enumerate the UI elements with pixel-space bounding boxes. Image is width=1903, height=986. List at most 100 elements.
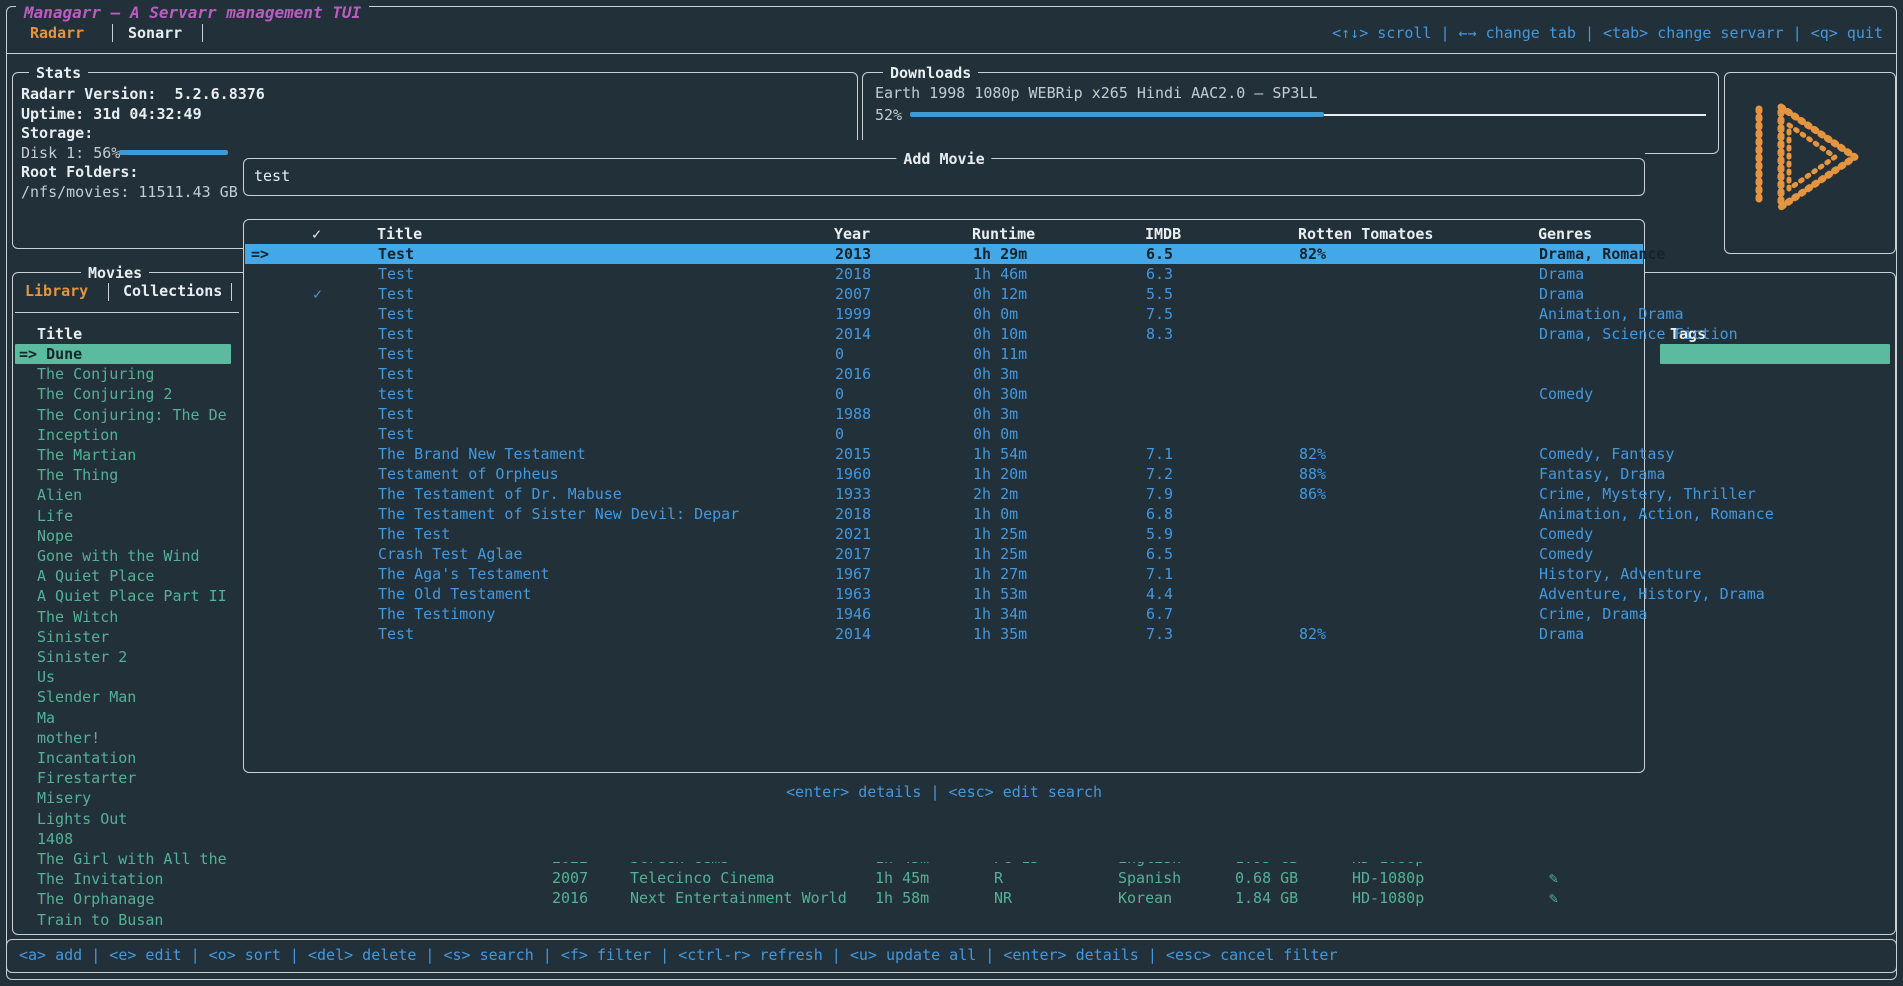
result-row[interactable]: Test 1988 0h 3m (245, 404, 1643, 424)
movie-list-item[interactable]: Firestarter (37, 769, 137, 787)
result-runtime-cell: 1h 54m (973, 445, 1028, 463)
movie-list-item[interactable]: The Thing (37, 466, 119, 484)
result-row[interactable]: Test 2014 1h 35m 7.3 82% Drama (245, 624, 1643, 644)
movie-list-item[interactable]: Slender Man (37, 688, 137, 706)
imdb-column-header: IMDB (1145, 225, 1182, 243)
result-genres-cell: Comedy (1539, 545, 1594, 563)
result-row[interactable]: The Testament of Sister New Devil: Depar… (245, 504, 1774, 524)
result-row[interactable]: Test 1999 0h 0m 7.5 Animation, Drama (245, 304, 1684, 324)
selected-movie-tags-cell[interactable] (1660, 344, 1890, 364)
result-genres-cell: Drama (1539, 625, 1585, 643)
result-imdb-cell: 7.3 (1146, 625, 1174, 643)
result-row[interactable]: Test 2014 0h 10m 8.3 Drama, Science Fiction (245, 324, 1738, 344)
movie-list-item[interactable]: Sinister (37, 628, 110, 646)
result-row[interactable]: The Test 2021 1h 25m 5.9 Comedy (245, 524, 1643, 544)
movie-language-cell: Spanish (1118, 869, 1182, 887)
movie-studio-cell: Next Entertainment World (630, 889, 847, 907)
movie-quality-cell: HD-1080p (1352, 889, 1425, 907)
result-row[interactable]: The Aga's Testament 1967 1h 27m 7.1 History,… (245, 564, 1702, 584)
result-row[interactable]: => Test 2013 1h 29m 6.5 82% Drama, Romance (245, 244, 1665, 264)
disk-usage-gauge (119, 150, 228, 155)
result-title-cell: Test (378, 285, 415, 303)
movie-list-item[interactable]: Inception (37, 426, 119, 444)
result-imdb-cell: 7.1 (1146, 565, 1174, 583)
check-column-header: ✓ (312, 225, 322, 243)
result-rotten-tomatoes-cell: 86% (1299, 485, 1327, 503)
movie-list-item[interactable]: A Quiet Place Part II (37, 587, 227, 605)
app-title: Managarr – A Servarr management TUI (16, 2, 370, 24)
movie-list-item[interactable]: The Orphanage (37, 890, 155, 908)
movie-list-item[interactable]: A Quiet Place (37, 567, 155, 585)
result-rotten-tomatoes-cell: 82% (1299, 245, 1327, 263)
result-check-cell: ✓ (313, 285, 323, 303)
tags-column-header: Tags (1670, 325, 1707, 343)
result-title-cell: The Old Testament (378, 585, 532, 603)
movie-list-item[interactable]: The Conjuring (37, 365, 155, 383)
tab-collections[interactable]: Collections (123, 282, 223, 300)
result-row[interactable]: Testament of Orpheus 1960 1h 20m 7.2 88% Fant… (245, 464, 1665, 484)
add-movie-search-box[interactable]: Add Movie test (243, 149, 1645, 196)
result-runtime-cell: 1h 0m (973, 505, 1019, 523)
movie-list-item[interactable]: Incantation (37, 749, 137, 767)
result-title-cell: The Testament of Sister New Devil: Depar (378, 505, 740, 523)
result-row[interactable]: Test 0 0h 0m (245, 424, 1643, 444)
movie-list-item[interactable]: The Conjuring: The De (37, 406, 227, 424)
result-genres-cell: Animation, Action, Romance (1539, 505, 1774, 523)
result-rotten-tomatoes-cell: 88% (1299, 465, 1327, 483)
selected-movie-row[interactable]: => Dune (15, 344, 231, 364)
result-row[interactable]: Test 2016 0h 3m (245, 364, 1643, 384)
result-row[interactable]: The Testimony 1946 1h 34m 6.7 Crime, Drama (245, 604, 1647, 624)
movie-list-item[interactable]: mother! (37, 729, 101, 747)
result-year-cell: 0 (835, 345, 845, 363)
result-row[interactable]: Crash Test Aglae 2017 1h 25m 6.5 Comedy (245, 544, 1643, 564)
download-percent: 52% (875, 106, 903, 124)
disk-usage: Disk 1: 56% (21, 144, 121, 162)
movie-list-item[interactable]: 1408 (37, 830, 74, 848)
result-rotten-tomatoes-cell: 82% (1299, 625, 1327, 643)
movie-list-item[interactable]: Sinister 2 (37, 648, 128, 666)
result-row[interactable]: The Brand New Testament 2015 1h 54m 7.1 82% C… (245, 444, 1674, 464)
result-row[interactable]: The Testament of Dr. Mabuse 1933 2h 2m 7.9 8… (245, 484, 1756, 504)
edit-pencil-icon[interactable]: ✎ (1549, 889, 1559, 907)
movie-list-item[interactable]: Gone with the Wind (37, 547, 200, 565)
result-row[interactable]: The Old Testament 1963 1h 53m 4.4 Adventure,… (245, 584, 1765, 604)
result-row[interactable]: ✓ Test 2007 0h 12m 5.5 Drama (245, 284, 1643, 304)
tab-sonarr[interactable]: Sonarr (128, 24, 183, 42)
result-row[interactable]: Test 2018 1h 46m 6.3 Drama (245, 264, 1643, 284)
movies-column-header: Title (37, 325, 83, 343)
movie-list-item[interactable]: Ma (37, 709, 56, 727)
result-runtime-cell: 0h 12m (973, 285, 1028, 303)
movie-list-item[interactable]: Nope (37, 527, 74, 545)
tab-radarr[interactable]: Radarr (30, 24, 85, 42)
movie-list-item[interactable]: Us (37, 668, 56, 686)
movie-list-item[interactable]: Alien (37, 486, 83, 504)
result-imdb-cell: 6.3 (1146, 265, 1174, 283)
download-item[interactable]: Earth 1998 1080p WEBRip x265 Hindi AAC2.… (875, 84, 1318, 102)
search-input[interactable]: test (254, 167, 291, 185)
selected-movie-title: => Dune (19, 345, 83, 363)
movie-list-item[interactable]: Train to Busan (37, 911, 164, 929)
result-title-cell: Test (378, 345, 415, 363)
movie-year-cell: 2007 (552, 869, 589, 887)
result-row[interactable]: Test 0 0h 11m (245, 344, 1643, 364)
movie-list-item[interactable]: The Martian (37, 446, 137, 464)
movie-list-item[interactable]: The Invitation (37, 870, 164, 888)
result-genres-cell: Animation, Drama (1539, 305, 1684, 323)
movie-runtime-cell: 1h 45m (875, 869, 930, 887)
result-runtime-cell: 0h 10m (973, 325, 1028, 343)
movie-list-item[interactable]: The Witch (37, 608, 119, 626)
movie-list-item[interactable]: The Conjuring 2 (37, 385, 173, 403)
movie-list-item[interactable]: Lights Out (37, 810, 128, 828)
stats-panel-title: Stats (29, 63, 89, 83)
movie-list-item[interactable]: Life (37, 507, 74, 525)
result-title-cell: Testament of Orpheus (378, 465, 559, 483)
result-title-cell: The Test (378, 525, 451, 543)
tab-library[interactable]: Library (25, 282, 89, 300)
result-runtime-cell: 0h 0m (973, 305, 1019, 323)
result-row[interactable]: test 0 0h 30m Comedy (245, 384, 1643, 404)
movie-list-item[interactable]: Misery (37, 789, 92, 807)
edit-pencil-icon[interactable]: ✎ (1549, 869, 1559, 887)
movie-list-item[interactable]: The Girl with All the (37, 850, 227, 868)
result-imdb-cell: 4.4 (1146, 585, 1174, 603)
result-runtime-cell: 1h 46m (973, 265, 1028, 283)
